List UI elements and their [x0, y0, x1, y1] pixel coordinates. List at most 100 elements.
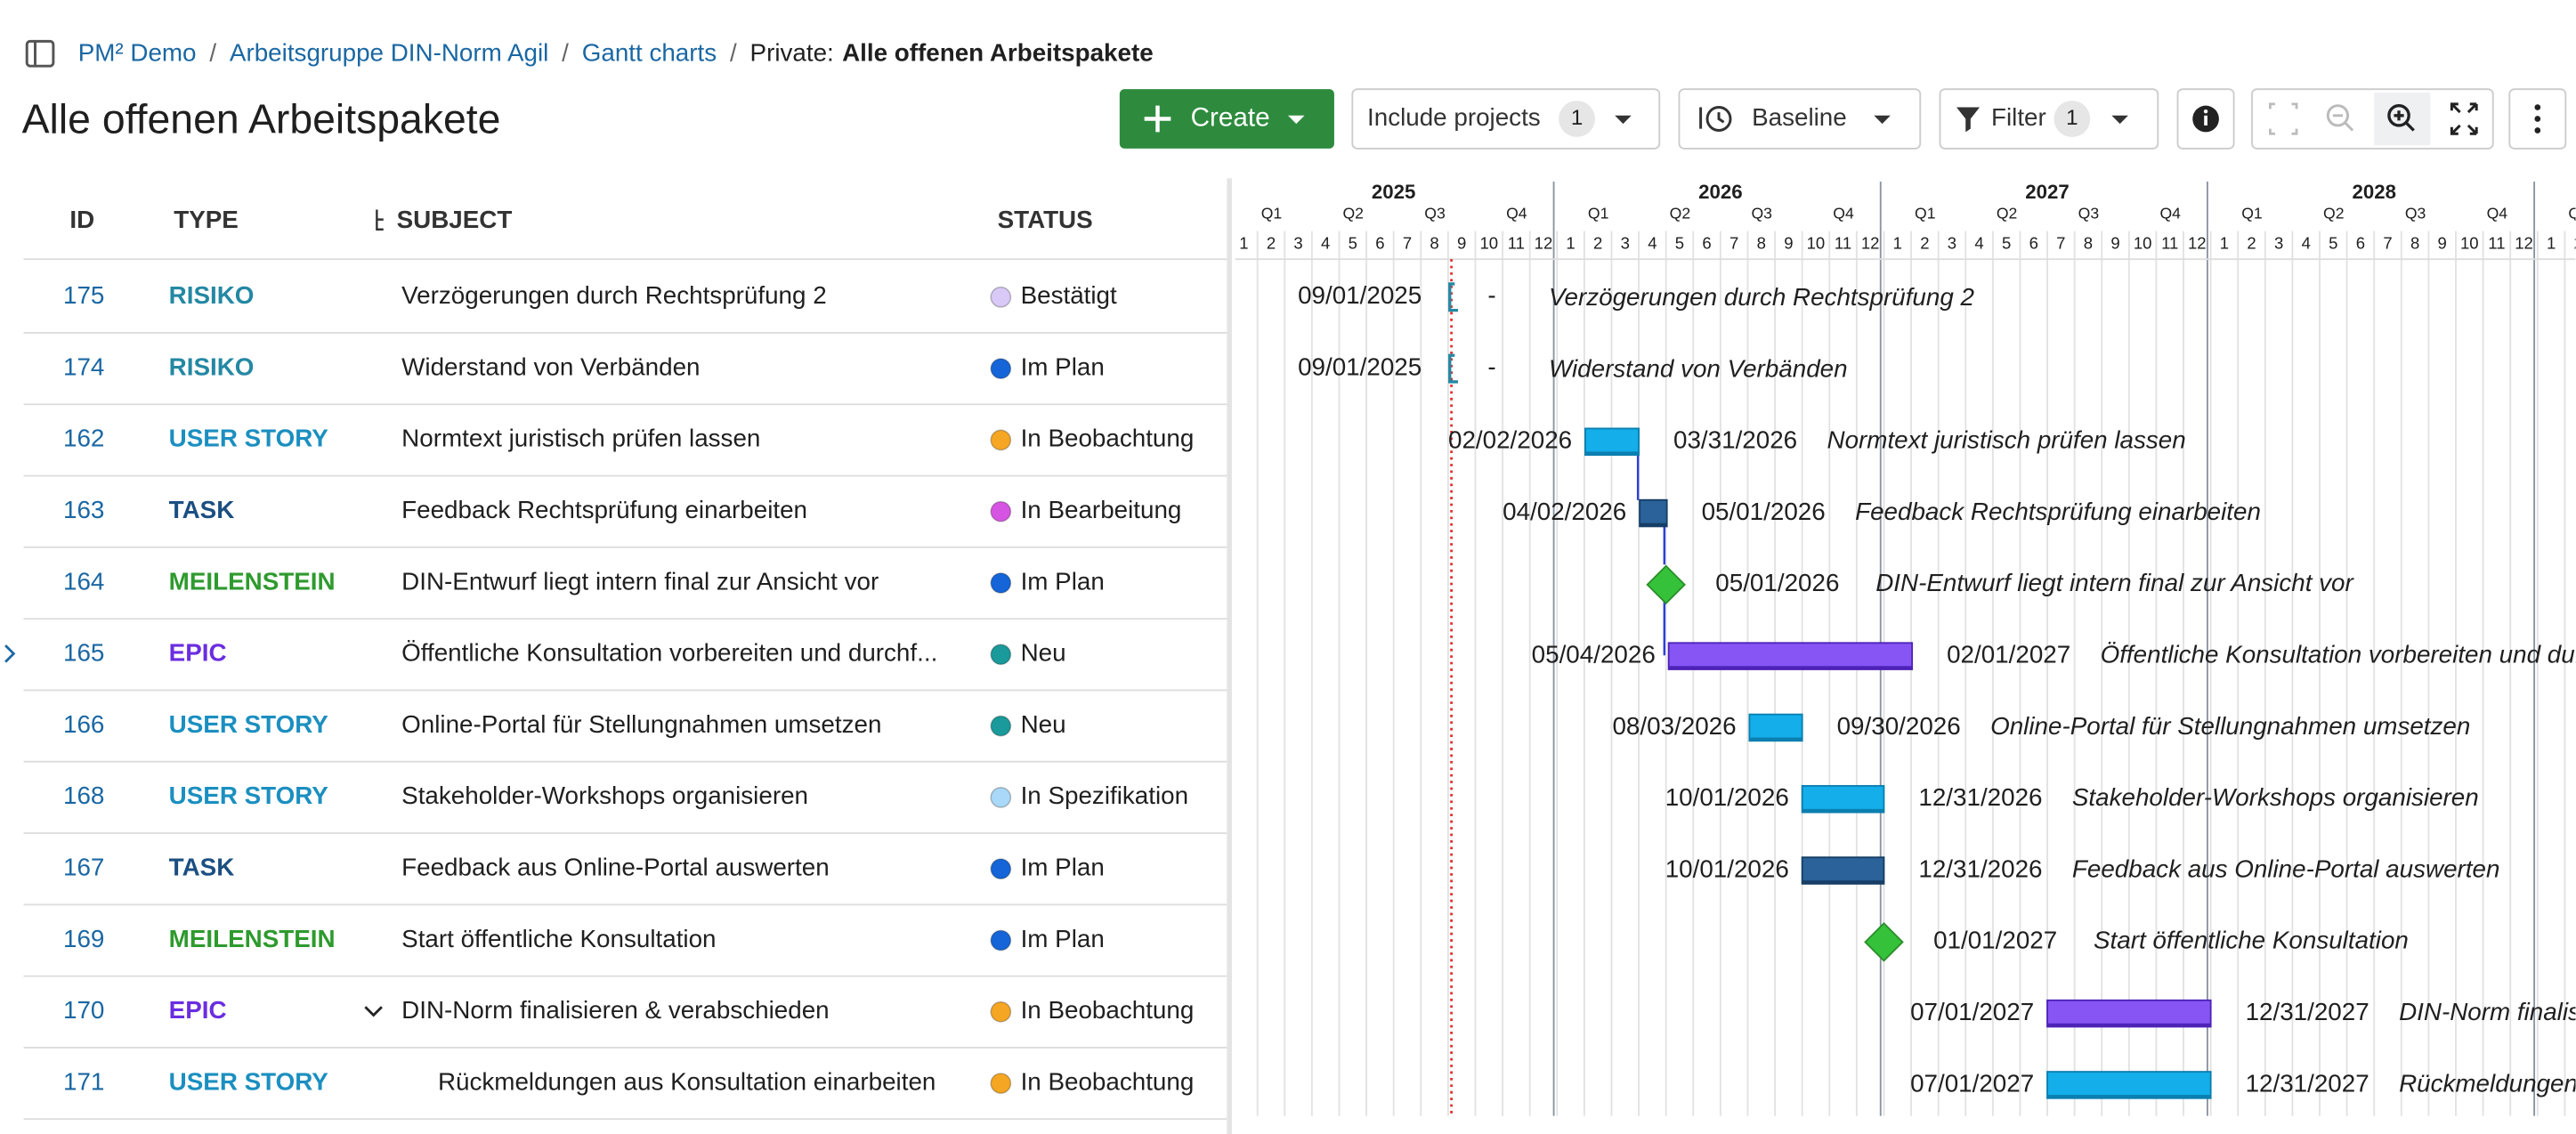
gantt-bar[interactable]	[1801, 856, 1885, 885]
row-id[interactable]: 171	[63, 1067, 104, 1095]
info-button[interactable]	[2176, 88, 2235, 150]
breadcrumb-link[interactable]: Arbeitsgruppe DIN-Norm Agil	[230, 39, 548, 67]
month-label: 3	[1293, 233, 1302, 252]
dependency-line	[1636, 453, 1666, 656]
end-date: 09/30/2026	[1837, 712, 1961, 740]
quarter-label: Q4	[1506, 205, 1527, 223]
gantt-subject: Verzögerungen durch Rechtsprüfung 2	[1549, 283, 1975, 311]
splitter[interactable]	[1227, 178, 1232, 1134]
month-label: 4	[1321, 233, 1330, 252]
gantt-bar[interactable]	[1801, 784, 1885, 814]
row-type: USER STORY	[169, 1067, 329, 1095]
breadcrumb-separator: /	[209, 39, 216, 67]
breadcrumb-link[interactable]: Gantt charts	[582, 39, 717, 67]
status-dot	[990, 929, 1012, 952]
month-label: 7	[2056, 233, 2065, 252]
quarter-label: Q2	[1343, 205, 1365, 223]
month-label: 11	[2488, 233, 2505, 252]
quarter-label: Q1	[1588, 205, 1609, 223]
quarter-label: Q1	[1261, 205, 1283, 223]
row-type: USER STORY	[169, 710, 329, 738]
row-id[interactable]: 170	[63, 996, 104, 1024]
gantt-bar[interactable]	[1639, 498, 1668, 528]
end-date: 05/01/2026	[1702, 498, 1826, 525]
end-date: 12/31/2026	[1918, 783, 2042, 811]
month-label: 7	[2383, 233, 2392, 252]
status-dot	[990, 286, 1012, 308]
filter-label: Filter	[1991, 103, 2046, 131]
row-id[interactable]: 164	[63, 567, 104, 595]
quarter-label: Q4	[2487, 205, 2508, 223]
month-label: 1	[1893, 233, 1902, 252]
month-label: 10	[2460, 233, 2479, 252]
row-id[interactable]: 168	[63, 782, 104, 809]
collapse-toggle[interactable]	[364, 1006, 383, 1017]
milestone[interactable]	[1864, 922, 1904, 962]
gantt-bar[interactable]	[1584, 427, 1640, 457]
breadcrumb: PM² Demo / Arbeitsgruppe DIN-Norm Agil / Gan…	[78, 39, 1154, 67]
row-subject: Öffentliche Konsultation vorbereiten und…	[401, 639, 937, 667]
gantt-bar[interactable]	[1667, 642, 1914, 670]
milestone[interactable]	[1646, 564, 1686, 605]
month-label: 6	[2356, 233, 2365, 252]
breadcrumb-separator: /	[562, 39, 569, 67]
create-button[interactable]: Create	[1119, 89, 1334, 149]
month-label: 8	[2084, 233, 2093, 252]
row-id[interactable]: 163	[63, 496, 104, 523]
row-id[interactable]: 175	[63, 281, 104, 309]
row-id[interactable]: 166	[63, 710, 104, 738]
row-id[interactable]: 174	[63, 352, 104, 380]
more-button[interactable]	[2508, 88, 2567, 150]
sidebar-toggle[interactable]	[25, 39, 55, 68]
gantt-bar[interactable]	[2046, 1071, 2212, 1099]
row-status: In Beobachtung	[1021, 1067, 1195, 1095]
quarter-label: Q3	[1424, 205, 1446, 223]
row-subject: Online-Portal für Stellungnahmen umsetze…	[401, 710, 881, 738]
start-date: 10/01/2026	[1665, 783, 1789, 811]
baseline-button[interactable]: Baseline	[1678, 88, 1922, 150]
month-label: 9	[1784, 233, 1793, 252]
month-label: 3	[1621, 233, 1630, 252]
row-id[interactable]: 165	[63, 639, 104, 667]
gantt-bar[interactable]	[1748, 713, 1803, 742]
row-status: Bestätigt	[1021, 281, 1117, 309]
hierarchy-icon[interactable]	[376, 209, 384, 231]
row-status: Im Plan	[1021, 925, 1105, 952]
gantt-subject: Start öffentliche Konsultation	[2094, 927, 2409, 954]
row-id[interactable]: 162	[63, 425, 104, 452]
column-header: SUBJECT	[397, 206, 513, 233]
month-label: 10	[2134, 233, 2152, 252]
create-label: Create	[1191, 102, 1270, 132]
month-label: 2	[2247, 233, 2256, 252]
status-dot	[990, 1000, 1012, 1023]
row-status: Neu	[1021, 710, 1066, 738]
end-date: -	[1487, 352, 1495, 380]
gantt-subject: Rückmeldungen aus Konsultation einarbeit…	[2399, 1069, 2576, 1097]
row-subject: Widerstand von Verbänden	[401, 352, 700, 380]
breadcrumb-link[interactable]: PM² Demo	[78, 39, 197, 67]
month-label: 1	[1239, 233, 1248, 252]
start-date: 07/01/2027	[1910, 1069, 2034, 1097]
filter-button[interactable]: Filter 1	[1939, 88, 2159, 150]
gantt-bar[interactable]	[2046, 999, 2212, 1028]
month-label: 12	[2188, 233, 2207, 252]
gantt-bar-edge	[2047, 1023, 2211, 1027]
end-date: -	[1487, 281, 1495, 309]
row-type: TASK	[169, 496, 235, 523]
row-status: Neu	[1021, 639, 1066, 667]
row-type: RISIKO	[169, 281, 255, 309]
status-dot	[990, 572, 1012, 594]
zoom-controls[interactable]	[2251, 88, 2494, 150]
expand-sidebar[interactable]	[4, 644, 16, 663]
month-label: 3	[2274, 233, 2283, 252]
gantt-bar-edge	[1668, 666, 1913, 669]
column-header: TYPE	[174, 206, 239, 233]
gantt-bar-edge	[2047, 1095, 2211, 1098]
row-id[interactable]: 167	[63, 854, 104, 881]
include-projects-button[interactable]: Include projects 1	[1351, 88, 1661, 150]
row-type: MEILENSTEIN	[169, 567, 336, 595]
start-date: 08/03/2026	[1612, 712, 1736, 740]
row-id[interactable]: 169	[63, 925, 104, 952]
quarter-label: Q2	[1670, 205, 1691, 223]
end-date: 12/31/2027	[2246, 1069, 2369, 1097]
